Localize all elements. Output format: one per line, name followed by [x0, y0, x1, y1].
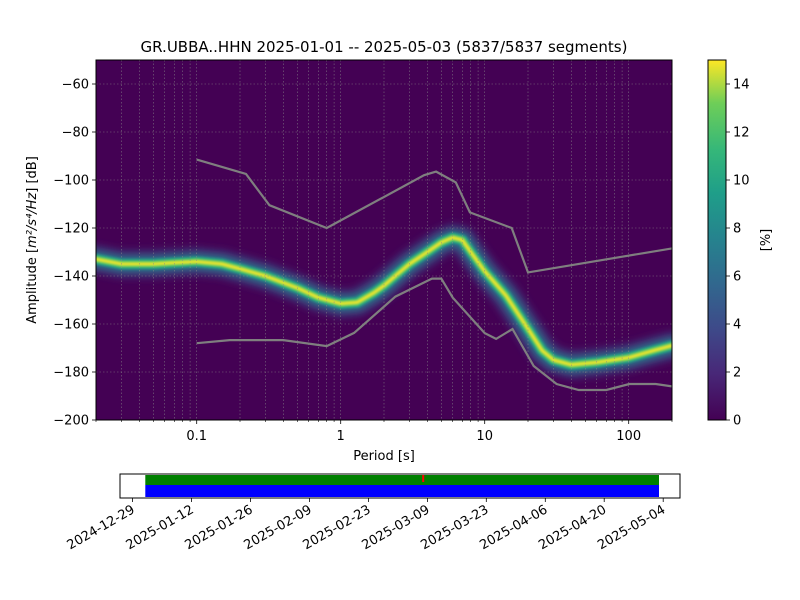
y-tick-label-1: −80 [62, 126, 89, 141]
x-tick-label-0: 0.1 [186, 429, 207, 444]
colorbar-tick-label-1: 2 [733, 366, 741, 381]
y-tick-label-7: −200 [53, 414, 89, 429]
x-tick-label-2: 10 [476, 429, 493, 444]
colorbar-tick-label-6: 12 [733, 126, 750, 141]
y-tick-label-5: −160 [53, 318, 89, 333]
y-axis-label: Amplitude [m²/s⁴/Hz] [dB] [25, 156, 40, 324]
x-tick-label-1: 1 [337, 429, 345, 444]
colorbar-ticks: 0 2 4 6 8 10 12 14 [726, 78, 750, 429]
coverage-bar [145, 475, 660, 485]
data-coverage-timeline: 2024-12-292025-01-122025-01-262025-02-09… [65, 473, 681, 553]
x-tick-label-3: 100 [616, 429, 641, 444]
timeline-date-ticks: 2024-12-292025-01-122025-01-262025-02-09… [65, 498, 668, 553]
plot-grid [96, 60, 672, 420]
colorbar-tick-label-3: 6 [733, 270, 741, 285]
timeline-date-label-9: 2025-05-04 [595, 502, 668, 553]
nlnm-curve [196, 277, 672, 392]
noise-models [196, 158, 672, 392]
y-axis: −60 −80 −100 −120 −140 −160 −180 −200 [53, 78, 96, 429]
x-axis-label: Period [s] [353, 449, 415, 464]
colorbar-label: [%] [759, 229, 774, 252]
nhnm-curve [196, 158, 672, 274]
colorbar-tick-label-4: 8 [733, 222, 741, 237]
y-tick-label-6: −180 [53, 366, 89, 381]
y-tick-label-0: −60 [62, 78, 89, 93]
y-tick-label-3: −120 [53, 222, 89, 237]
colorbar-gradient [707, 59, 727, 421]
colorbar-tick-label-0: 0 [733, 414, 741, 429]
colorbar: 0 2 4 6 8 10 12 14 [%] [707, 59, 774, 429]
ppsd-plot-area: 0.1 1 10 100 −60 −80 −100 −120 −140 −160 −180 −200… [25, 59, 673, 464]
y-tick-label-2: −100 [53, 174, 89, 189]
colorbar-tick-label-7: 14 [733, 78, 750, 93]
data-bar [145, 485, 660, 497]
colorbar-tick-label-2: 4 [733, 318, 741, 333]
y-tick-label-4: −140 [53, 270, 89, 285]
colorbar-tick-label-5: 10 [733, 174, 750, 189]
x-axis: 0.1 1 10 100 [95, 420, 673, 444]
chart-title: GR.UBBA..HHN 2025-01-01 -- 2025-05-03 (5… [141, 38, 628, 56]
gap-marker [422, 475, 425, 482]
